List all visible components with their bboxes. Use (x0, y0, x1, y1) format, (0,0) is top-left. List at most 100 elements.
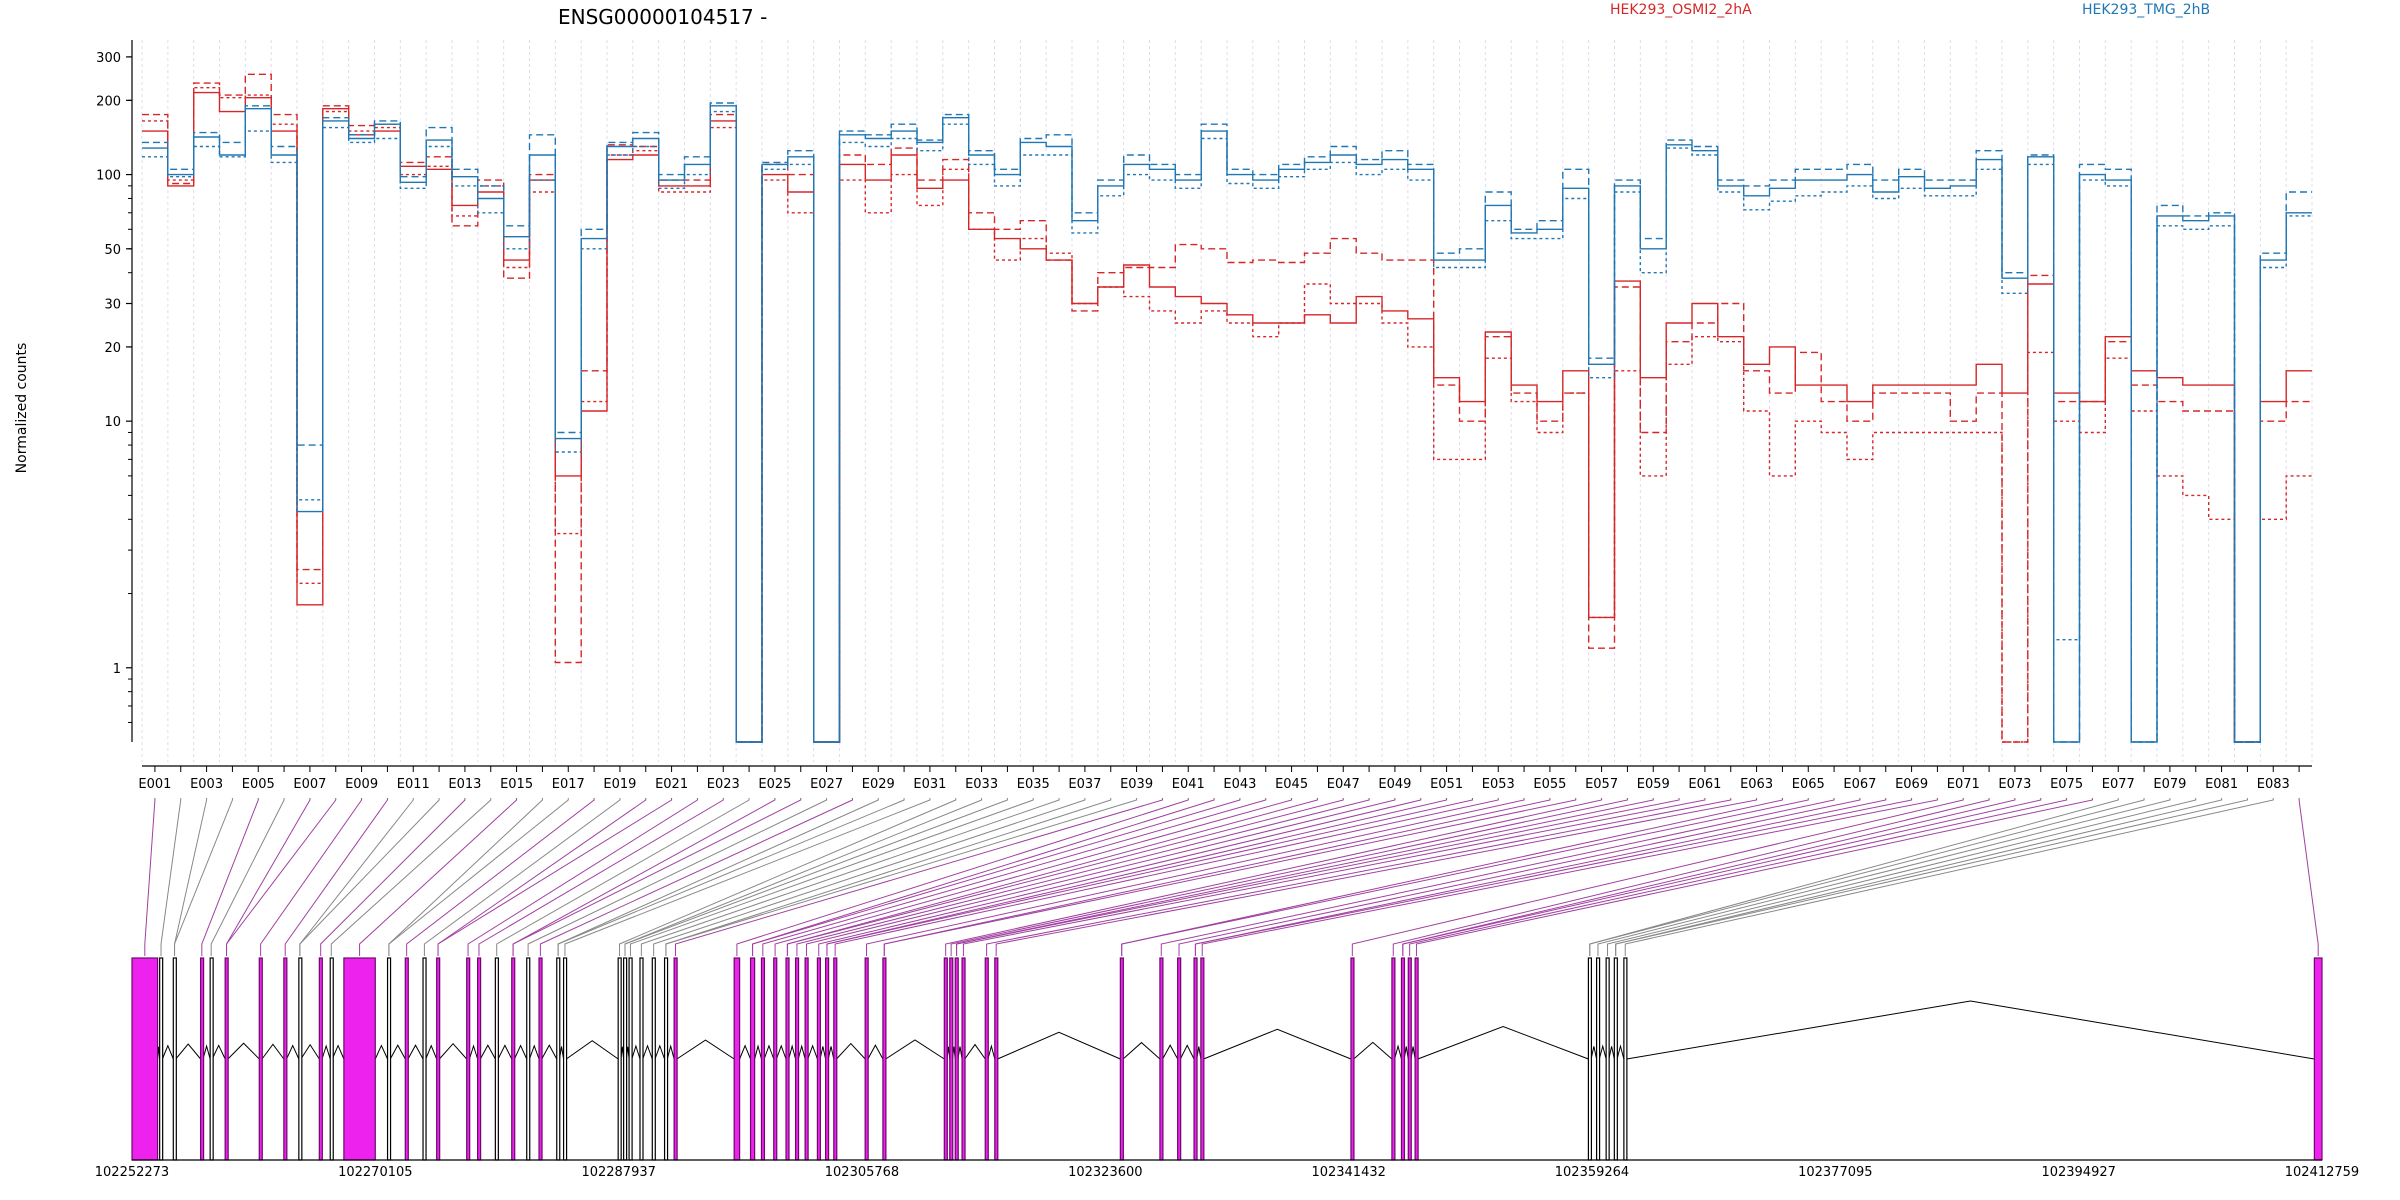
exon-box (833, 957, 838, 1161)
y-tick-label: 200 (96, 94, 121, 109)
intron-line (807, 1044, 818, 1060)
exon-link-line (1351, 798, 1964, 956)
intron-line (1162, 1044, 1179, 1060)
intron-line (202, 1044, 211, 1060)
exon-link-line (762, 798, 1267, 956)
intron-line (407, 1044, 424, 1060)
intron-line (389, 1044, 406, 1060)
exon-box (961, 957, 966, 1161)
intron-line (654, 1044, 666, 1060)
exon-box (1595, 957, 1601, 1161)
x-tick-label: E019 (603, 777, 636, 792)
exon-link-line (796, 798, 1370, 956)
exon-box (749, 957, 756, 1161)
exon-box (283, 957, 288, 1161)
x-tick-label: E049 (1378, 777, 1411, 792)
intron-line (541, 1044, 558, 1060)
exon-link-line (359, 798, 518, 956)
exon-box (526, 957, 531, 1161)
x-tick-label: E045 (1275, 777, 1308, 792)
intron-line (1616, 1044, 1625, 1060)
intron-line (331, 1044, 345, 1060)
intron-line (497, 1044, 513, 1060)
intron-line (885, 1039, 945, 1060)
series-line (142, 87, 2312, 743)
exon-link-line (1201, 798, 1938, 956)
intron-line (374, 1044, 389, 1060)
intron-line (468, 1044, 479, 1060)
x-tick-label: E033 (965, 777, 998, 792)
legend-entry-osmi2: HEK293_OSMI2_2hA (1610, 2, 1752, 18)
exon-link-line (210, 798, 285, 956)
x-tick-label: E007 (293, 777, 326, 792)
intron-line (763, 1044, 775, 1060)
coord-tick-label: 102341432 (1311, 1165, 1385, 1180)
intron-line (1203, 1028, 1352, 1060)
intron-line (819, 1046, 827, 1060)
chart-title: ENSG00000104517 - (558, 5, 767, 29)
exon-box (663, 957, 669, 1161)
intron-line (775, 1044, 787, 1060)
x-tick-label: E063 (1740, 777, 1773, 792)
x-tick-label: E001 (138, 777, 171, 792)
exon-box (159, 957, 164, 1161)
x-tick-label: E017 (552, 777, 585, 792)
exon-box (494, 957, 499, 1161)
exon-link-line (478, 798, 724, 956)
exon-link-line (423, 798, 621, 956)
exon-box (1159, 957, 1164, 1161)
exon-box (131, 957, 159, 1161)
intron-line (439, 1042, 468, 1060)
x-tick-label: E041 (1172, 777, 1205, 792)
intron-line (211, 1044, 226, 1060)
exon-box (386, 957, 392, 1161)
intron-line (528, 1044, 540, 1060)
exon-box (617, 957, 622, 1161)
exon-box (511, 957, 516, 1161)
exon-link-line (160, 798, 182, 956)
intron-line (1590, 1046, 1598, 1060)
x-tick-label: E079 (2153, 777, 2186, 792)
coord-tick-label: 102377095 (1798, 1165, 1872, 1180)
exon-link-line (629, 798, 1034, 956)
x-tick-label: E025 (758, 777, 791, 792)
intron-line (261, 1043, 285, 1060)
exon-link-line (986, 798, 1732, 956)
x-tick-label: E005 (242, 777, 275, 792)
exon-link-line (330, 798, 492, 956)
x-tick-label: E053 (1482, 777, 1515, 792)
intron-line (566, 1040, 619, 1060)
exon-box (824, 957, 830, 1161)
exon-box (1613, 957, 1618, 1161)
intron-line (788, 1044, 797, 1060)
exon-link-line (201, 798, 259, 956)
exon-box (199, 957, 205, 1161)
exon-box (639, 957, 644, 1161)
exon-link-line (1194, 798, 1887, 956)
genomic-coordinate-axis: 102252273 102270105 102287937 102305768 1023… (95, 1159, 2359, 1180)
intron-line (175, 1043, 201, 1060)
exon-box (864, 957, 869, 1161)
x-tick-label: E069 (1895, 777, 1928, 792)
intron-line (286, 1044, 300, 1060)
exon-link-line (320, 798, 466, 956)
x-tick-label: E077 (2102, 777, 2135, 792)
exon-link-line (1392, 798, 1990, 956)
exon-box (466, 957, 471, 1161)
exon-link-line (653, 798, 1086, 956)
coord-tick-label: 102323600 (1068, 1165, 1142, 1180)
x-tick-label: E061 (1688, 777, 1721, 792)
exon-box (651, 957, 656, 1161)
x-tick-label: E037 (1068, 777, 1101, 792)
intron-line (479, 1044, 496, 1060)
exon-link-line (945, 798, 1603, 956)
x-tick-label: E065 (1792, 777, 1825, 792)
exon-link-line (1121, 798, 1809, 956)
exon-link-line (539, 798, 853, 956)
exon-box (1605, 957, 1610, 1161)
exon-link-line (1615, 798, 2248, 956)
intron-line (797, 1044, 806, 1060)
exon-link-line (883, 798, 1577, 956)
series-line (142, 91, 2312, 743)
